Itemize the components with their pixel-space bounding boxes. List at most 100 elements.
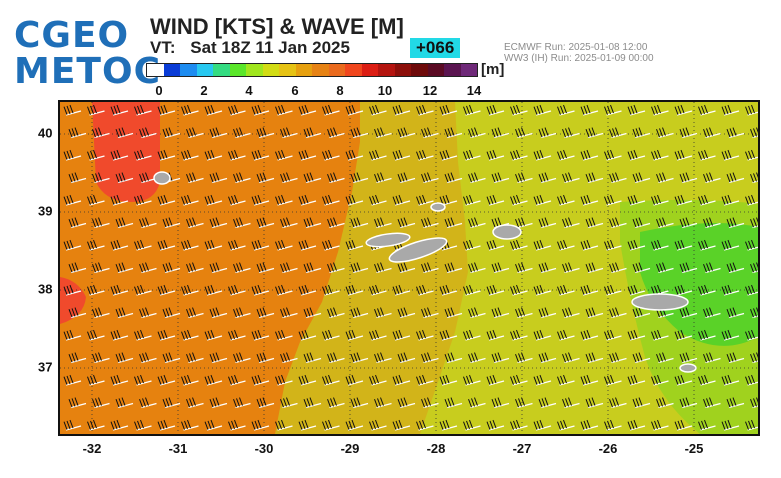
wind-barb xyxy=(350,262,369,274)
wind-barb xyxy=(703,262,721,274)
wind-barb xyxy=(515,352,533,364)
wind-barb xyxy=(303,127,322,139)
wind-barb xyxy=(157,374,176,386)
wind-barb xyxy=(585,217,604,229)
wind-barb xyxy=(115,217,134,229)
wind-barb xyxy=(562,307,580,319)
wind-barb xyxy=(510,194,528,206)
wind-barb xyxy=(679,127,698,139)
wind-barb xyxy=(651,149,669,161)
wind-barb xyxy=(68,172,87,184)
wind-barb xyxy=(275,329,293,341)
wind-barb xyxy=(416,194,434,206)
wind-barb xyxy=(745,284,758,296)
colorbar-segment xyxy=(444,64,461,76)
wind-barb xyxy=(322,149,340,161)
wind-barb xyxy=(580,329,599,341)
wind-barb xyxy=(209,307,228,319)
wind-barb xyxy=(298,104,317,116)
wind-barb xyxy=(745,194,758,206)
wind-barb xyxy=(468,307,486,319)
wind-barb xyxy=(251,149,270,161)
wind-barb xyxy=(327,172,345,184)
wind-barb xyxy=(63,419,82,431)
wind-barb xyxy=(209,127,228,139)
wind-barb xyxy=(157,329,176,341)
wind-barb xyxy=(463,374,481,386)
wind-barb xyxy=(444,172,463,184)
wind-barb xyxy=(256,217,275,229)
wind-barb xyxy=(674,194,693,206)
wind-barb xyxy=(115,397,134,409)
wind-barb xyxy=(750,262,758,274)
wind-barb xyxy=(674,149,693,161)
wind-barb xyxy=(439,104,458,116)
wind-barb xyxy=(674,329,693,341)
wind-barb xyxy=(510,329,528,341)
wind-barb xyxy=(162,397,181,409)
wind-barb xyxy=(679,172,698,184)
wind-barb xyxy=(115,352,134,364)
wind-barb xyxy=(228,419,246,431)
wind-barb xyxy=(204,329,223,341)
wind-barb xyxy=(726,397,745,409)
wind-barb xyxy=(510,374,528,386)
wind-barb xyxy=(557,149,575,161)
wind-barb xyxy=(745,329,758,341)
wind-barb xyxy=(721,374,740,386)
colorbar-segment xyxy=(229,64,246,76)
wind-barb xyxy=(463,329,481,341)
wind-barb xyxy=(698,194,716,206)
latitude-label: 37 xyxy=(38,359,53,375)
wind-barb xyxy=(110,284,129,296)
wind-barb xyxy=(92,172,110,184)
wind-barb xyxy=(256,172,275,184)
wind-barb xyxy=(698,284,716,296)
wind-barb xyxy=(392,374,411,386)
wind-barb xyxy=(533,374,552,386)
wind-barb xyxy=(327,127,345,139)
wind-barb xyxy=(627,194,646,206)
wind-barb xyxy=(251,104,270,116)
wind-barb xyxy=(204,419,223,431)
island xyxy=(430,202,446,212)
wind-barb xyxy=(298,194,317,206)
wind-barb xyxy=(679,307,698,319)
longitude-label: -28 xyxy=(426,441,446,456)
wind-barb xyxy=(491,262,510,274)
wind-barb xyxy=(627,284,646,296)
wind-barb xyxy=(345,374,364,386)
wind-barb xyxy=(416,374,434,386)
wind-barb xyxy=(444,217,463,229)
colorbar-tick-label: 0 xyxy=(155,83,163,98)
wind-barb xyxy=(533,419,552,431)
wind-barb xyxy=(468,217,486,229)
wind-barb xyxy=(204,149,223,161)
ww3-run-text: WW3 (IH) Run: 2025-01-09 00:00 xyxy=(504,53,654,64)
azores-islands xyxy=(153,171,697,373)
wind-barb xyxy=(491,172,510,184)
colorbar-tick-label: 4 xyxy=(245,83,253,98)
wind-barb xyxy=(162,352,181,364)
wind-barb xyxy=(228,284,246,296)
wind-barb xyxy=(110,104,129,116)
wind-barb xyxy=(651,239,669,251)
wind-barb xyxy=(416,329,434,341)
wind-barb xyxy=(750,217,758,229)
chart-title: WIND [KTS] & WAVE [M] xyxy=(150,14,404,39)
wind-barb xyxy=(369,149,387,161)
wind-barb xyxy=(87,149,105,161)
logo-line-1: CGEO xyxy=(14,15,130,56)
map-canvas xyxy=(60,102,758,434)
wind-barb xyxy=(627,149,646,161)
wind-barb xyxy=(233,307,251,319)
wind-barb xyxy=(745,239,758,251)
wind-barb xyxy=(186,127,204,139)
wind-barb xyxy=(421,262,439,274)
wind-barb xyxy=(63,239,82,251)
wind-barb xyxy=(209,397,228,409)
wind-barb xyxy=(651,194,669,206)
wind-barb xyxy=(157,284,176,296)
latitude-label: 40 xyxy=(38,125,53,141)
wind-barb xyxy=(486,284,505,296)
